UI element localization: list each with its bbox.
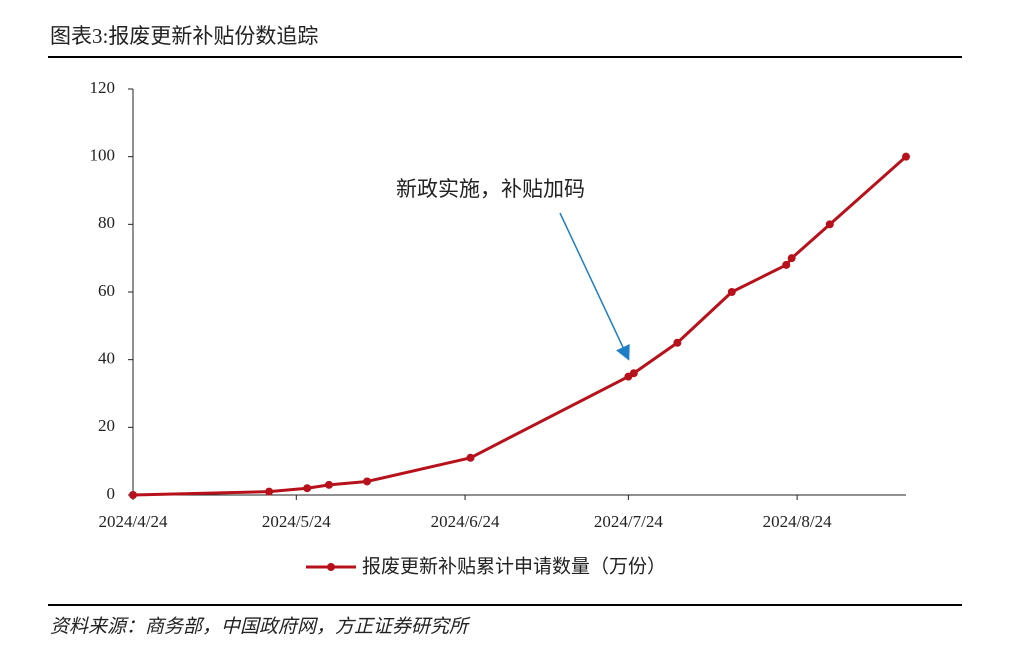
point (727, 288, 736, 296)
point (782, 260, 791, 269)
annotation: 新政实施，补贴加码 (396, 177, 585, 201)
point (265, 487, 274, 496)
x-tick-label: 2024/5/24 (262, 512, 331, 531)
y-tick-label: 120 (90, 78, 116, 97)
title: 图表3:报废更新补贴份数追踪 (50, 24, 318, 48)
point (324, 480, 333, 489)
x-tick-label: 2024/7/24 (594, 512, 663, 531)
y-tick-label: 60 (98, 281, 115, 300)
point (129, 491, 137, 499)
point (466, 453, 475, 462)
y-tick-label: 40 (98, 349, 115, 368)
y-tick-label: 0 (107, 484, 116, 503)
point (902, 152, 910, 161)
point (363, 477, 372, 486)
point (303, 484, 312, 493)
annotation-arrow (559, 212, 630, 361)
x-tick-label: 2024/4/24 (99, 512, 168, 531)
y-tick-label: 80 (98, 213, 115, 232)
source: 资料来源：商务部，中国政府网，方正证券研究所 (50, 615, 471, 637)
point (673, 338, 682, 347)
y-tick-label: 20 (98, 416, 115, 435)
point (825, 220, 834, 229)
legend-marker (327, 563, 335, 571)
point (629, 369, 638, 378)
x-tick-label: 2024/6/24 (431, 512, 500, 531)
legend-label: 报废更新补贴累计申请数量（万份） (362, 556, 666, 578)
x-tick-label: 2024/8/24 (763, 512, 832, 531)
series-line (132, 155, 907, 497)
y-tick-label: 100 (90, 146, 116, 165)
point (787, 254, 796, 263)
